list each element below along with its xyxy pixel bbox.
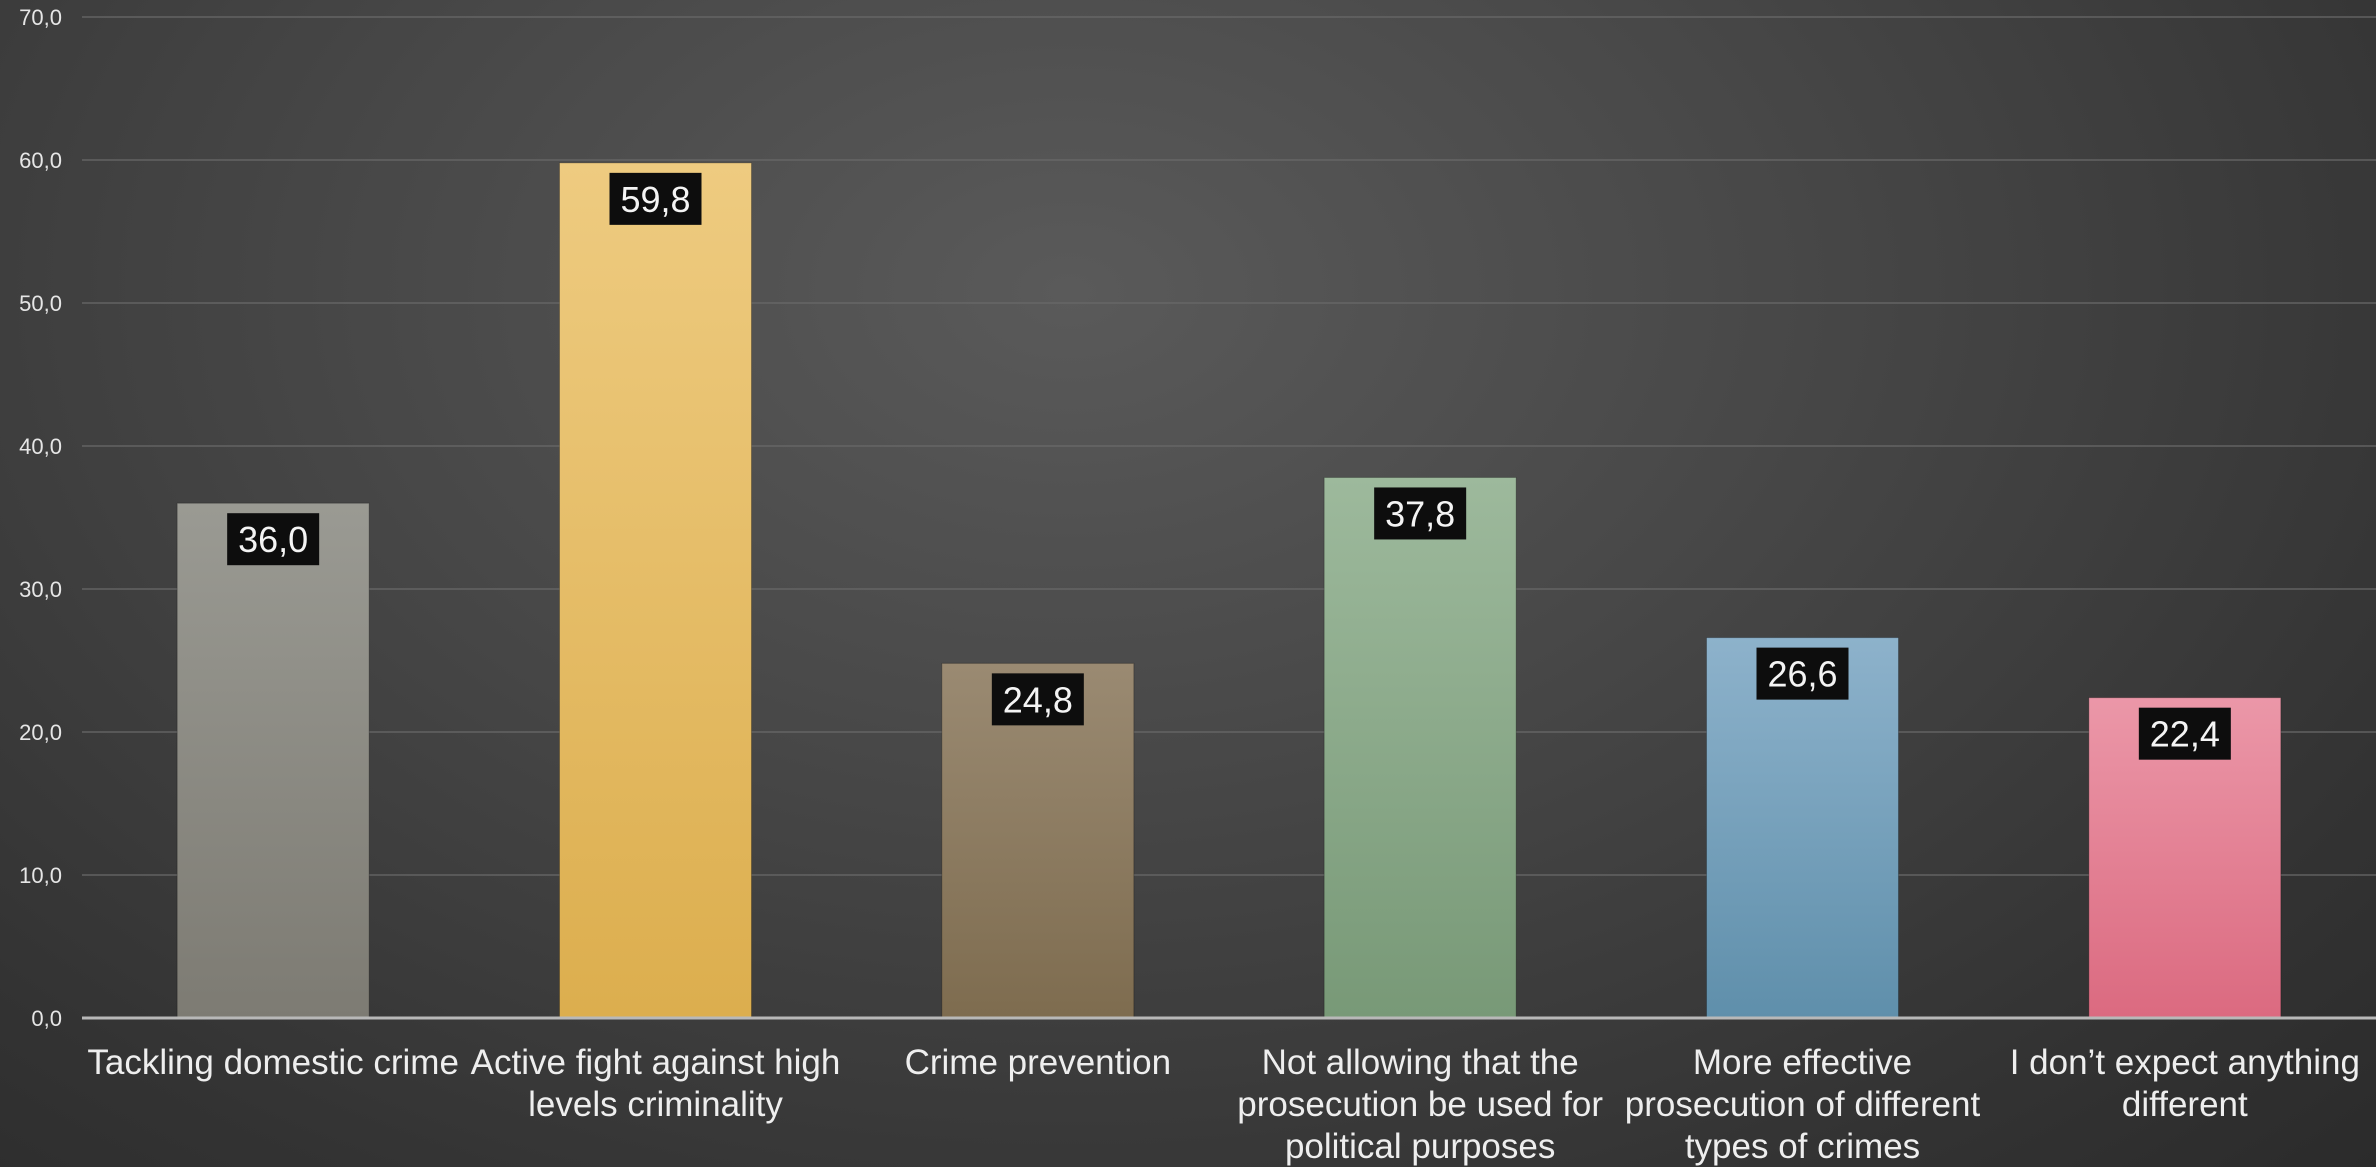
- bar: [1706, 637, 1899, 1019]
- category-label-line: political purposes: [1285, 1127, 1555, 1166]
- data-label-box: [2138, 707, 2231, 760]
- y-axis-ticks: 0,0 10,0 20,0 30,0 40,0 50,0 60,0 70,0: [19, 5, 62, 1031]
- data-label-box: [1756, 647, 1849, 700]
- data-label: 36,0: [227, 513, 320, 566]
- category-label-line: Active fight against high: [471, 1043, 841, 1082]
- y-tick-label: 60,0: [19, 148, 62, 173]
- y-tick-label: 40,0: [19, 434, 62, 459]
- data-label: 59,8: [609, 172, 702, 225]
- data-label-text: 59,8: [620, 179, 690, 220]
- category-label-line: types of crimes: [1685, 1127, 1920, 1166]
- category-label-line: I don’t expect anything: [2010, 1043, 2360, 1082]
- data-label: 22,4: [2138, 707, 2231, 760]
- y-tick-label: 20,0: [19, 720, 62, 745]
- category-label-line: different: [2122, 1085, 2248, 1124]
- y-tick-label: 10,0: [19, 863, 62, 888]
- data-label: 26,6: [1756, 647, 1849, 700]
- category-label-line: More effective: [1693, 1043, 1912, 1082]
- category-label-line: levels criminality: [528, 1085, 783, 1124]
- data-label-box: [991, 673, 1084, 726]
- data-label-text: 22,4: [2150, 714, 2220, 755]
- y-tick-label: 30,0: [19, 577, 62, 602]
- category-label: Tackling domestic crime: [87, 1043, 459, 1082]
- data-label-text: 26,6: [1767, 654, 1837, 695]
- category-label-line: Not allowing that the: [1262, 1043, 1579, 1082]
- bar: [176, 502, 370, 1019]
- data-label-text: 24,8: [1003, 679, 1073, 720]
- gridlines: [82, 16, 2376, 876]
- bar: [1323, 476, 1517, 1019]
- category-label: Crime prevention: [905, 1043, 1172, 1082]
- data-label-box: [1374, 487, 1467, 540]
- category-label-line: Crime prevention: [905, 1043, 1172, 1082]
- bars: [176, 162, 2282, 1019]
- bar: [559, 162, 752, 1019]
- y-tick-label: 50,0: [19, 291, 62, 316]
- category-label-line: Tackling domestic crime: [87, 1043, 459, 1082]
- data-labels: 36,0 59,8 24,8 37,8 26,6 22,4: [227, 172, 2231, 760]
- category-label-line: prosecution be used for: [1237, 1085, 1603, 1124]
- category-labels: Tackling domestic crime Active fight agai…: [87, 1043, 2360, 1166]
- data-label-box: [227, 513, 320, 566]
- data-label-box: [609, 172, 702, 225]
- data-label: 24,8: [991, 673, 1084, 726]
- data-label-text: 36,0: [238, 519, 308, 560]
- y-tick-label: 70,0: [19, 5, 62, 30]
- data-label-text: 37,8: [1385, 493, 1455, 534]
- y-tick-label: 0,0: [31, 1006, 62, 1031]
- category-label-line: prosecution of different: [1625, 1085, 1981, 1124]
- data-label: 37,8: [1374, 487, 1467, 540]
